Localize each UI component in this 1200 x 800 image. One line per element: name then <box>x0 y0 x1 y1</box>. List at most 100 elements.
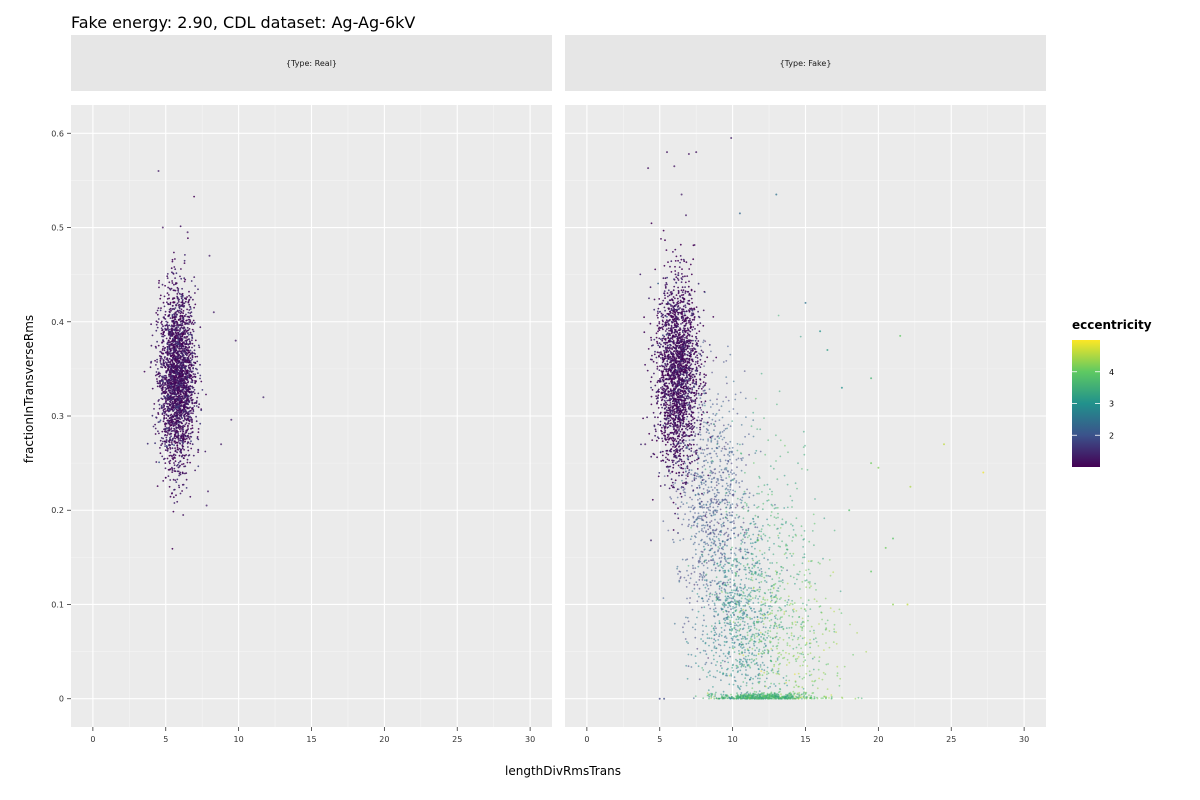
scatter-point <box>187 432 190 435</box>
scatter-point <box>186 435 189 438</box>
scatter-point <box>164 392 167 395</box>
scatter-point <box>656 368 659 370</box>
scatter-point <box>686 354 689 357</box>
scatter-point <box>180 363 183 365</box>
scatter-point <box>156 485 159 487</box>
scatter-point <box>684 304 687 307</box>
scatter-point <box>157 344 160 347</box>
scatter-point <box>176 470 179 473</box>
scatter-point <box>189 306 192 308</box>
scatter-point <box>674 455 676 458</box>
scatter-point <box>682 362 684 365</box>
scatter-point <box>168 403 171 406</box>
scatter-point <box>673 358 676 360</box>
scatter-point <box>179 361 182 364</box>
scatter-point <box>178 372 181 375</box>
scatter-point <box>169 317 172 319</box>
scatter-point <box>194 382 197 384</box>
scatter-point <box>172 389 175 392</box>
scatter-point <box>680 258 683 261</box>
scatter-point <box>656 351 659 354</box>
scatter-point <box>189 385 192 388</box>
scatter-point <box>690 447 693 450</box>
scatter-point <box>220 443 223 446</box>
scatter-point <box>186 349 189 352</box>
scatter-point <box>681 278 683 281</box>
scatter-point <box>166 326 169 328</box>
scatter-point <box>181 298 184 301</box>
scatter-point <box>183 326 185 328</box>
scatter-point <box>674 312 677 314</box>
scatter-point <box>666 426 669 429</box>
scatter-point <box>691 626 694 629</box>
scatter-point <box>205 504 208 507</box>
scatter-point <box>667 337 670 340</box>
scatter-point <box>188 323 190 325</box>
scatter-point <box>689 364 692 367</box>
scatter-point <box>649 286 652 289</box>
scatter-point <box>171 439 174 442</box>
scatter-point <box>667 347 670 350</box>
scatter-point <box>669 399 671 402</box>
scatter-point <box>176 395 178 398</box>
scatter-point <box>182 463 185 465</box>
scatter-point <box>700 413 703 416</box>
scatter-point <box>682 432 685 435</box>
scatter-point <box>212 311 215 314</box>
scatter-point <box>682 471 685 474</box>
scatter-point <box>678 471 680 474</box>
scatter-point <box>193 195 196 198</box>
scatter-point <box>178 425 180 428</box>
scatter-point <box>692 244 695 247</box>
scatter-point <box>183 454 186 457</box>
scatter-point <box>161 352 163 355</box>
scatter-point <box>174 424 176 427</box>
scatter-point <box>184 409 187 412</box>
scatter-point <box>679 344 682 346</box>
scatter-point <box>663 292 666 295</box>
scatter-point <box>188 410 191 413</box>
scatter-point <box>672 421 675 424</box>
scatter-point <box>173 441 176 443</box>
scatter-point <box>691 454 694 457</box>
scatter-point <box>681 310 684 313</box>
scatter-point <box>186 376 189 378</box>
chart-title: Fake energy: 2.90, CDL dataset: Ag-Ag-6k… <box>71 13 415 32</box>
scatter-point <box>677 376 679 379</box>
scatter-point <box>689 383 692 386</box>
grid-real <box>71 105 552 727</box>
scatter-point <box>198 403 201 406</box>
scatter-point <box>673 404 676 407</box>
scatter-point <box>684 336 686 339</box>
scatter-point <box>178 307 181 310</box>
scatter-point <box>692 339 694 342</box>
scatter-point <box>166 345 169 348</box>
scatter-point <box>662 424 665 427</box>
scatter-point <box>690 308 692 311</box>
scatter-point <box>173 283 175 286</box>
scatter-point <box>164 284 167 287</box>
scatter-point <box>671 395 673 398</box>
scatter-point <box>189 461 192 464</box>
scatter-point <box>684 330 686 333</box>
scatter-point <box>676 450 678 453</box>
scatter-point <box>675 410 678 413</box>
scatter-point <box>677 300 680 303</box>
scatter-point <box>194 339 197 342</box>
scatter-point <box>656 456 658 459</box>
y-tick-label: 0.6 <box>51 129 64 138</box>
scatter-point <box>669 310 671 313</box>
scatter-point <box>199 363 201 366</box>
scatter-point <box>666 399 669 402</box>
scatter-point <box>685 385 688 388</box>
scatter-point <box>703 376 706 378</box>
scatter-point <box>166 396 169 398</box>
scatter-point <box>691 388 694 391</box>
scatter-point <box>162 360 165 362</box>
scatter-point <box>685 366 688 369</box>
scatter-point <box>676 297 679 300</box>
scatter-point <box>173 435 176 438</box>
scatter-point <box>186 461 189 464</box>
scatter-point <box>176 329 178 331</box>
scatter-point <box>174 460 177 463</box>
